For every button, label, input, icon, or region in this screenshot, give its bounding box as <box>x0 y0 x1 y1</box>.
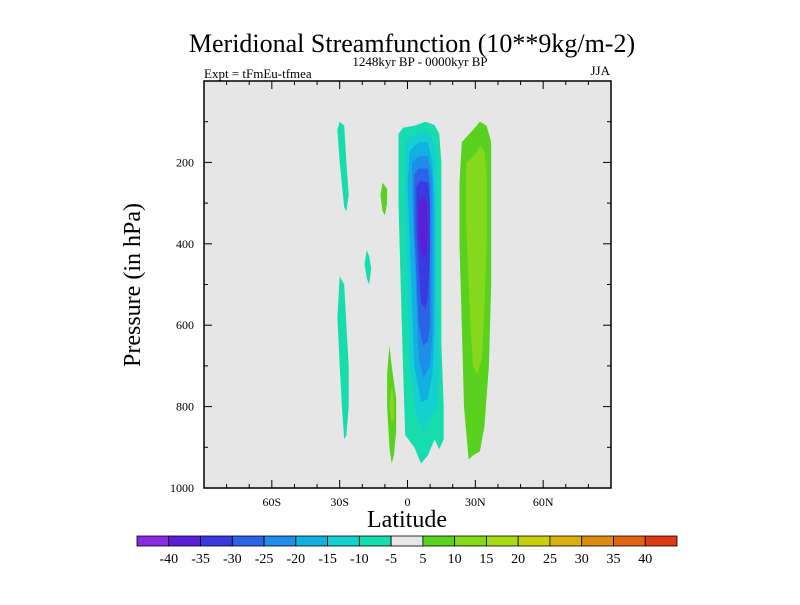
colorbar-box <box>200 535 233 547</box>
colorbar-box <box>549 535 583 547</box>
colorbar-label: 15 <box>479 552 493 567</box>
y-axis-label: Pressure (in hPa) <box>120 203 146 367</box>
colorbar-box <box>231 535 265 547</box>
x-tick-label: 60S <box>262 495 281 509</box>
colorbar-box <box>327 535 360 547</box>
contour-region-neg-5-b <box>337 276 349 440</box>
colorbar-label: -40 <box>159 552 178 567</box>
colorbar-label: -10 <box>350 552 369 567</box>
colorbar: -40 -35 -30 -25 -20 -15 -10 -5 5 10 15 20 25 30 35 40 <box>136 535 678 567</box>
chart-subtitle-right: JJA <box>590 63 610 78</box>
colorbar-box <box>486 535 519 547</box>
colorbar-label: -20 <box>286 552 305 567</box>
axis-ticks: 200 400 600 800 1000 60S 30S 0 30N 60N <box>170 81 611 509</box>
contour-region-neg-core-35 <box>418 197 428 261</box>
colorbar-box <box>454 535 487 547</box>
colorbar-label: 30 <box>575 552 589 567</box>
colorbar-label: -35 <box>191 552 210 567</box>
contour-regions <box>337 121 492 464</box>
contour-region-pos-east-10 <box>466 146 487 374</box>
chart-subtitle-left: Expt = tFmEu-tfmea <box>204 66 312 81</box>
y-tick-label: 600 <box>176 318 194 332</box>
x-tick-label: 0 <box>405 495 411 509</box>
x-axis-label: Latitude <box>367 507 447 533</box>
colorbar-box <box>613 535 646 547</box>
y-tick-label: 1000 <box>170 481 194 495</box>
y-tick-label: 400 <box>176 237 194 251</box>
colorbar-label: 5 <box>419 552 426 567</box>
y-tick-label: 800 <box>176 400 194 414</box>
contour-region-neg-5-c <box>364 249 372 285</box>
colorbar-label: 35 <box>606 552 620 567</box>
colorbar-label: 10 <box>448 552 462 567</box>
colorbar-label: 25 <box>543 552 557 567</box>
colorbar-box <box>517 535 551 547</box>
colorbar-box <box>136 535 170 547</box>
contour-region-pos-5-a <box>380 182 388 216</box>
colorbar-box <box>422 535 456 547</box>
colorbar-box <box>168 535 201 547</box>
x-tick-label: 30S <box>330 495 349 509</box>
colorbar-box <box>390 535 424 547</box>
colorbar-box <box>581 535 614 547</box>
contour-region-neg-5-a <box>337 121 349 212</box>
chart-title: Meridional Streamfunction (10**9kg/m-2) <box>189 29 635 58</box>
x-tick-label: 30N <box>465 495 486 509</box>
colorbar-box <box>263 535 297 547</box>
chart-subtitle-center: 1248kyr BP - 0000kyr BP <box>352 54 487 69</box>
colorbar-label: -5 <box>385 552 397 567</box>
colorbar-label: -25 <box>255 552 274 567</box>
colorbar-box <box>644 535 678 547</box>
colorbar-label: 40 <box>638 552 652 567</box>
x-tick-label: 60N <box>533 495 554 509</box>
colorbar-box <box>295 535 328 547</box>
colorbar-box <box>358 535 392 547</box>
contour-region-pos-10-a <box>389 386 394 423</box>
colorbar-label: 20 <box>511 552 525 567</box>
colorbar-label: -30 <box>223 552 242 567</box>
colorbar-label: -15 <box>318 552 337 567</box>
y-tick-label: 200 <box>176 155 194 169</box>
